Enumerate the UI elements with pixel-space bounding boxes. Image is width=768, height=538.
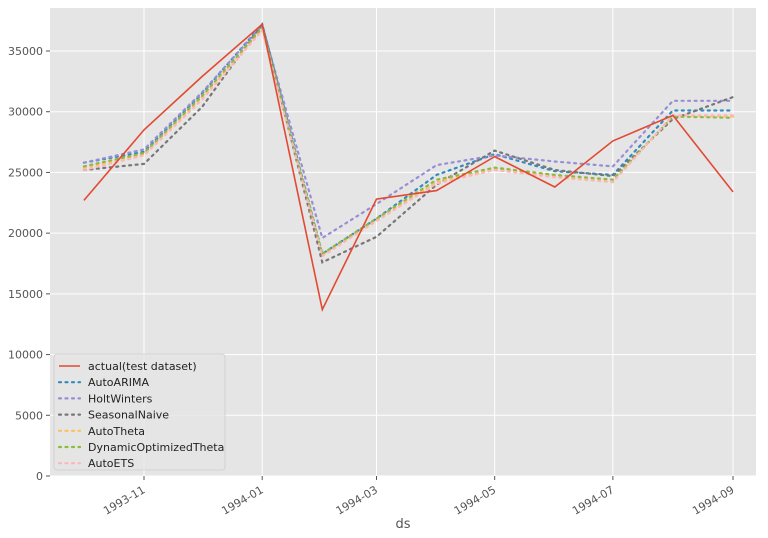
y-axis: 0 5000 10000 15000 20000 25000 30000 35000 [8, 45, 50, 483]
x-tick-label: 1994-03 [334, 483, 380, 517]
y-tick-label: 15000 [8, 288, 43, 301]
legend-label: actual(test dataset) [88, 360, 197, 373]
y-tick-label: 35000 [8, 45, 43, 58]
y-tick-label: 5000 [15, 409, 43, 422]
y-tick-label: 30000 [8, 106, 43, 119]
x-axis-label: ds [395, 517, 410, 532]
legend: actual(test dataset) AutoARIMA HoltWinters… [53, 353, 226, 471]
series-actual-test-dataset [83, 22, 734, 313]
legend-label: SeasonalNaive [88, 409, 169, 422]
y-tick-label: 10000 [8, 349, 43, 362]
x-tick-label: 1994-09 [690, 483, 736, 517]
legend-label: AutoARIMA [88, 376, 149, 389]
y-tick-label: 0 [36, 470, 43, 483]
legend-box [53, 353, 226, 471]
series-autoarima [82, 22, 735, 256]
x-tick-label: 1994-01 [219, 483, 265, 517]
series-dynamicoptimizedtheta [82, 25, 735, 256]
legend-label: AutoTheta [88, 425, 145, 438]
x-tick-label: 1994-05 [452, 483, 498, 517]
y-tick-label: 20000 [8, 227, 43, 240]
y-tick-label: 25000 [8, 166, 43, 179]
series-autoets [82, 28, 735, 258]
x-tick-label: 1993-11 [101, 483, 147, 517]
series-lines [82, 21, 735, 313]
series-holtwinters [82, 23, 735, 240]
x-tick-label: 1994-07 [570, 483, 616, 517]
series-autotheta [82, 26, 735, 257]
series-seasonalnaive [82, 21, 735, 264]
x-axis: 1993-11 1994-01 1994-03 1994-05 1994-07 1994-… [101, 476, 737, 518]
legend-label: HoltWinters [88, 392, 153, 405]
legend-label: AutoETS [88, 457, 134, 470]
legend-label: DynamicOptimizedTheta [88, 441, 224, 454]
